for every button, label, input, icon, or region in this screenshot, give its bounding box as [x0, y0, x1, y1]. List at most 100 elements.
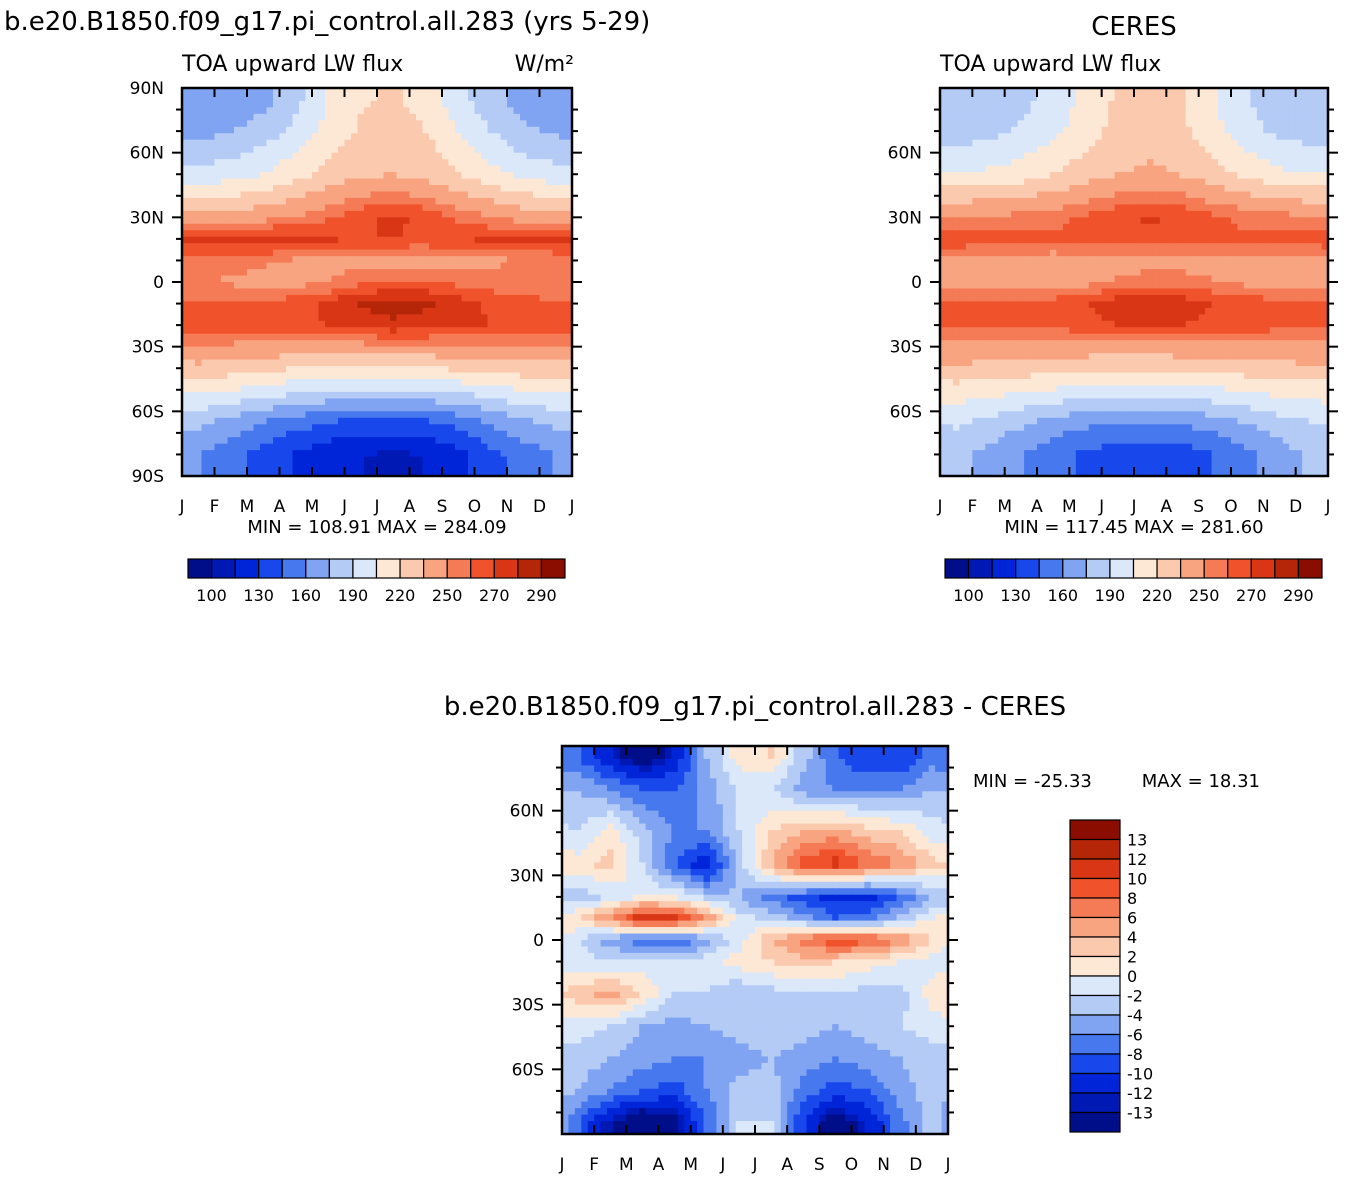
heatmap-cell [952, 113, 960, 121]
heatmap-cell [227, 185, 235, 193]
heatmap-cell [325, 133, 333, 141]
heatmap-cell [552, 353, 560, 361]
heatmap-cell [338, 340, 346, 348]
heatmap-cell [1269, 126, 1277, 134]
heatmap-cell [481, 379, 489, 387]
heatmap-cell [396, 307, 404, 315]
heatmap-cell [370, 100, 378, 108]
heatmap-cell [1011, 133, 1019, 141]
heatmap-cell [396, 217, 404, 225]
heatmap-cell [1030, 178, 1038, 186]
heatmap-cell [344, 243, 352, 251]
heatmap-cell [422, 223, 430, 231]
heatmap-cell [1192, 159, 1200, 167]
heatmap-cell [260, 327, 268, 335]
heatmap-cell [565, 165, 573, 173]
heatmap-cell [351, 314, 359, 322]
heatmap-cell [286, 385, 294, 393]
heatmap-cell [318, 463, 326, 471]
heatmap-cell [1276, 165, 1284, 173]
heatmap-cell [357, 294, 365, 302]
heatmap-cell [260, 437, 268, 445]
heatmap-cell [312, 185, 320, 193]
heatmap-cell [351, 139, 359, 147]
heatmap-cell [195, 243, 203, 251]
heatmap-cell [972, 100, 980, 108]
heatmap-cell [279, 320, 287, 328]
heatmap-cell [1302, 185, 1310, 193]
heatmap-cell [494, 100, 502, 108]
heatmap-cell [1037, 113, 1045, 121]
heatmap-cell [364, 346, 372, 354]
heatmap-cell [940, 126, 948, 134]
heatmap-cell [520, 243, 528, 251]
heatmap-cell [266, 359, 274, 367]
heatmap-cell [331, 333, 339, 341]
heatmap-cell [1237, 113, 1245, 121]
heatmap-cell [1037, 120, 1045, 128]
heatmap-cell [338, 217, 346, 225]
heatmap-cell [273, 385, 281, 393]
heatmap-cell [240, 185, 248, 193]
heatmap-cell [959, 100, 967, 108]
heatmap-cell [442, 165, 450, 173]
heatmap-cell [494, 456, 502, 464]
heatmap-cell [533, 236, 541, 244]
heatmap-cell [208, 463, 216, 471]
heatmap-cell [266, 430, 274, 438]
heatmap-cell [260, 191, 268, 199]
heatmap-cell [182, 391, 190, 399]
heatmap-cell [312, 366, 320, 374]
heatmap-cell [429, 165, 437, 173]
heatmap-cell [468, 379, 476, 387]
heatmap-cell [500, 424, 508, 432]
heatmap-cell [1289, 100, 1297, 108]
heatmap-cell [507, 256, 515, 264]
heatmap-cell [1101, 204, 1109, 212]
heatmap-cell [500, 217, 508, 225]
heatmap-cell [370, 456, 378, 464]
heatmap-cell [526, 269, 534, 277]
heatmap-cell [364, 411, 372, 419]
heatmap-cell [429, 204, 437, 212]
heatmap-cell [1140, 146, 1148, 154]
heatmap-cell [364, 107, 372, 115]
heatmap-cell [390, 275, 398, 283]
heatmap-cell [273, 230, 281, 238]
heatmap-cell [1263, 120, 1271, 128]
heatmap-cell [1062, 191, 1070, 199]
heatmap-cell [357, 443, 365, 451]
heatmap-cell [357, 275, 365, 283]
heatmap-cell [1146, 94, 1154, 102]
heatmap-cell [1308, 94, 1316, 102]
heatmap-cell [318, 282, 326, 290]
heatmap-cell [188, 301, 196, 309]
heatmap-cell [273, 236, 281, 244]
heatmap-cell [1069, 191, 1077, 199]
heatmap-cell [260, 366, 268, 374]
heatmap-cell [195, 469, 203, 477]
heatmap-cell [455, 417, 463, 425]
heatmap-cell [188, 139, 196, 147]
heatmap-cell [279, 404, 287, 412]
heatmap-cell [253, 469, 261, 477]
heatmap-cell [305, 139, 313, 147]
heatmap-cell [1295, 94, 1303, 102]
heatmap-cell [364, 443, 372, 451]
heatmap-cell [448, 172, 456, 180]
heatmap-cell [240, 269, 248, 277]
heatmap-cell [520, 107, 528, 115]
heatmap-cell [565, 120, 573, 128]
heatmap-cell [985, 126, 993, 134]
heatmap-cell [240, 88, 248, 96]
heatmap-cell [299, 333, 307, 341]
heatmap-cell [565, 139, 573, 147]
heatmap-cell [364, 243, 372, 251]
heatmap-cell [1056, 159, 1064, 167]
heatmap-cell [344, 346, 352, 354]
heatmap-cell [1043, 146, 1051, 154]
heatmap-cell [195, 249, 203, 257]
colorbar-swatch [234, 558, 260, 579]
heatmap-cell [357, 450, 365, 458]
heatmap-cell [344, 146, 352, 154]
